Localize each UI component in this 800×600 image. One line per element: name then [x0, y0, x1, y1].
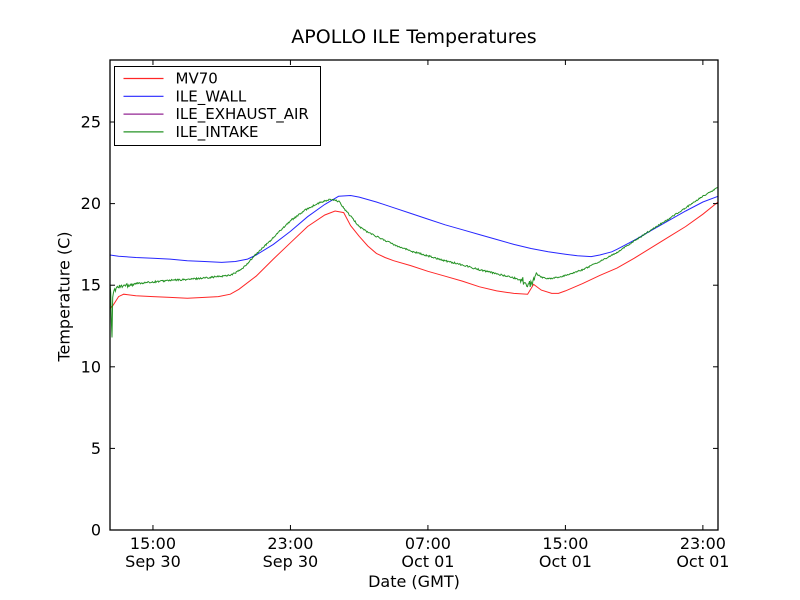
series-line-ile_intake [109, 187, 719, 338]
legend-label-ile_exhaust_air: ILE_EXHAUST_AIR [176, 105, 309, 124]
x-tick-date: Oct 01 [401, 552, 454, 571]
y-tick-label: 20 [81, 194, 101, 213]
y-tick-label: 15 [81, 276, 101, 295]
y-tick-label: 0 [91, 521, 101, 540]
x-tick-date: Sep 30 [263, 552, 319, 571]
x-axis-label: Date (GMT) [368, 572, 460, 591]
x-tick-date: Sep 30 [125, 552, 181, 571]
x-tick-time: 23:00 [267, 534, 313, 553]
series-line-ile_wall [109, 194, 719, 263]
y-tick-label: 5 [91, 439, 101, 458]
x-tick-date: Oct 01 [539, 552, 592, 571]
y-axis-label: Temperature (C) [54, 231, 74, 362]
legend-label-ile_wall: ILE_WALL [176, 87, 247, 106]
legend-label-ile_intake: ILE_INTAKE [176, 123, 259, 142]
axes [109, 59, 719, 531]
y-tick-label: 25 [81, 113, 101, 132]
x-tick-time: 15:00 [542, 534, 588, 553]
series-line-mv70 [109, 201, 719, 310]
x-tick-date: Oct 01 [676, 552, 729, 571]
y-tick-label: 10 [81, 357, 101, 376]
chart-title: APOLLO ILE Temperatures [291, 26, 537, 48]
x-tick-time: 15:00 [130, 534, 176, 553]
x-tick-time: 23:00 [680, 534, 726, 553]
series-lines [109, 187, 719, 531]
x-tick-time: 07:00 [405, 534, 451, 553]
legend-label-mv70: MV70 [176, 70, 218, 88]
